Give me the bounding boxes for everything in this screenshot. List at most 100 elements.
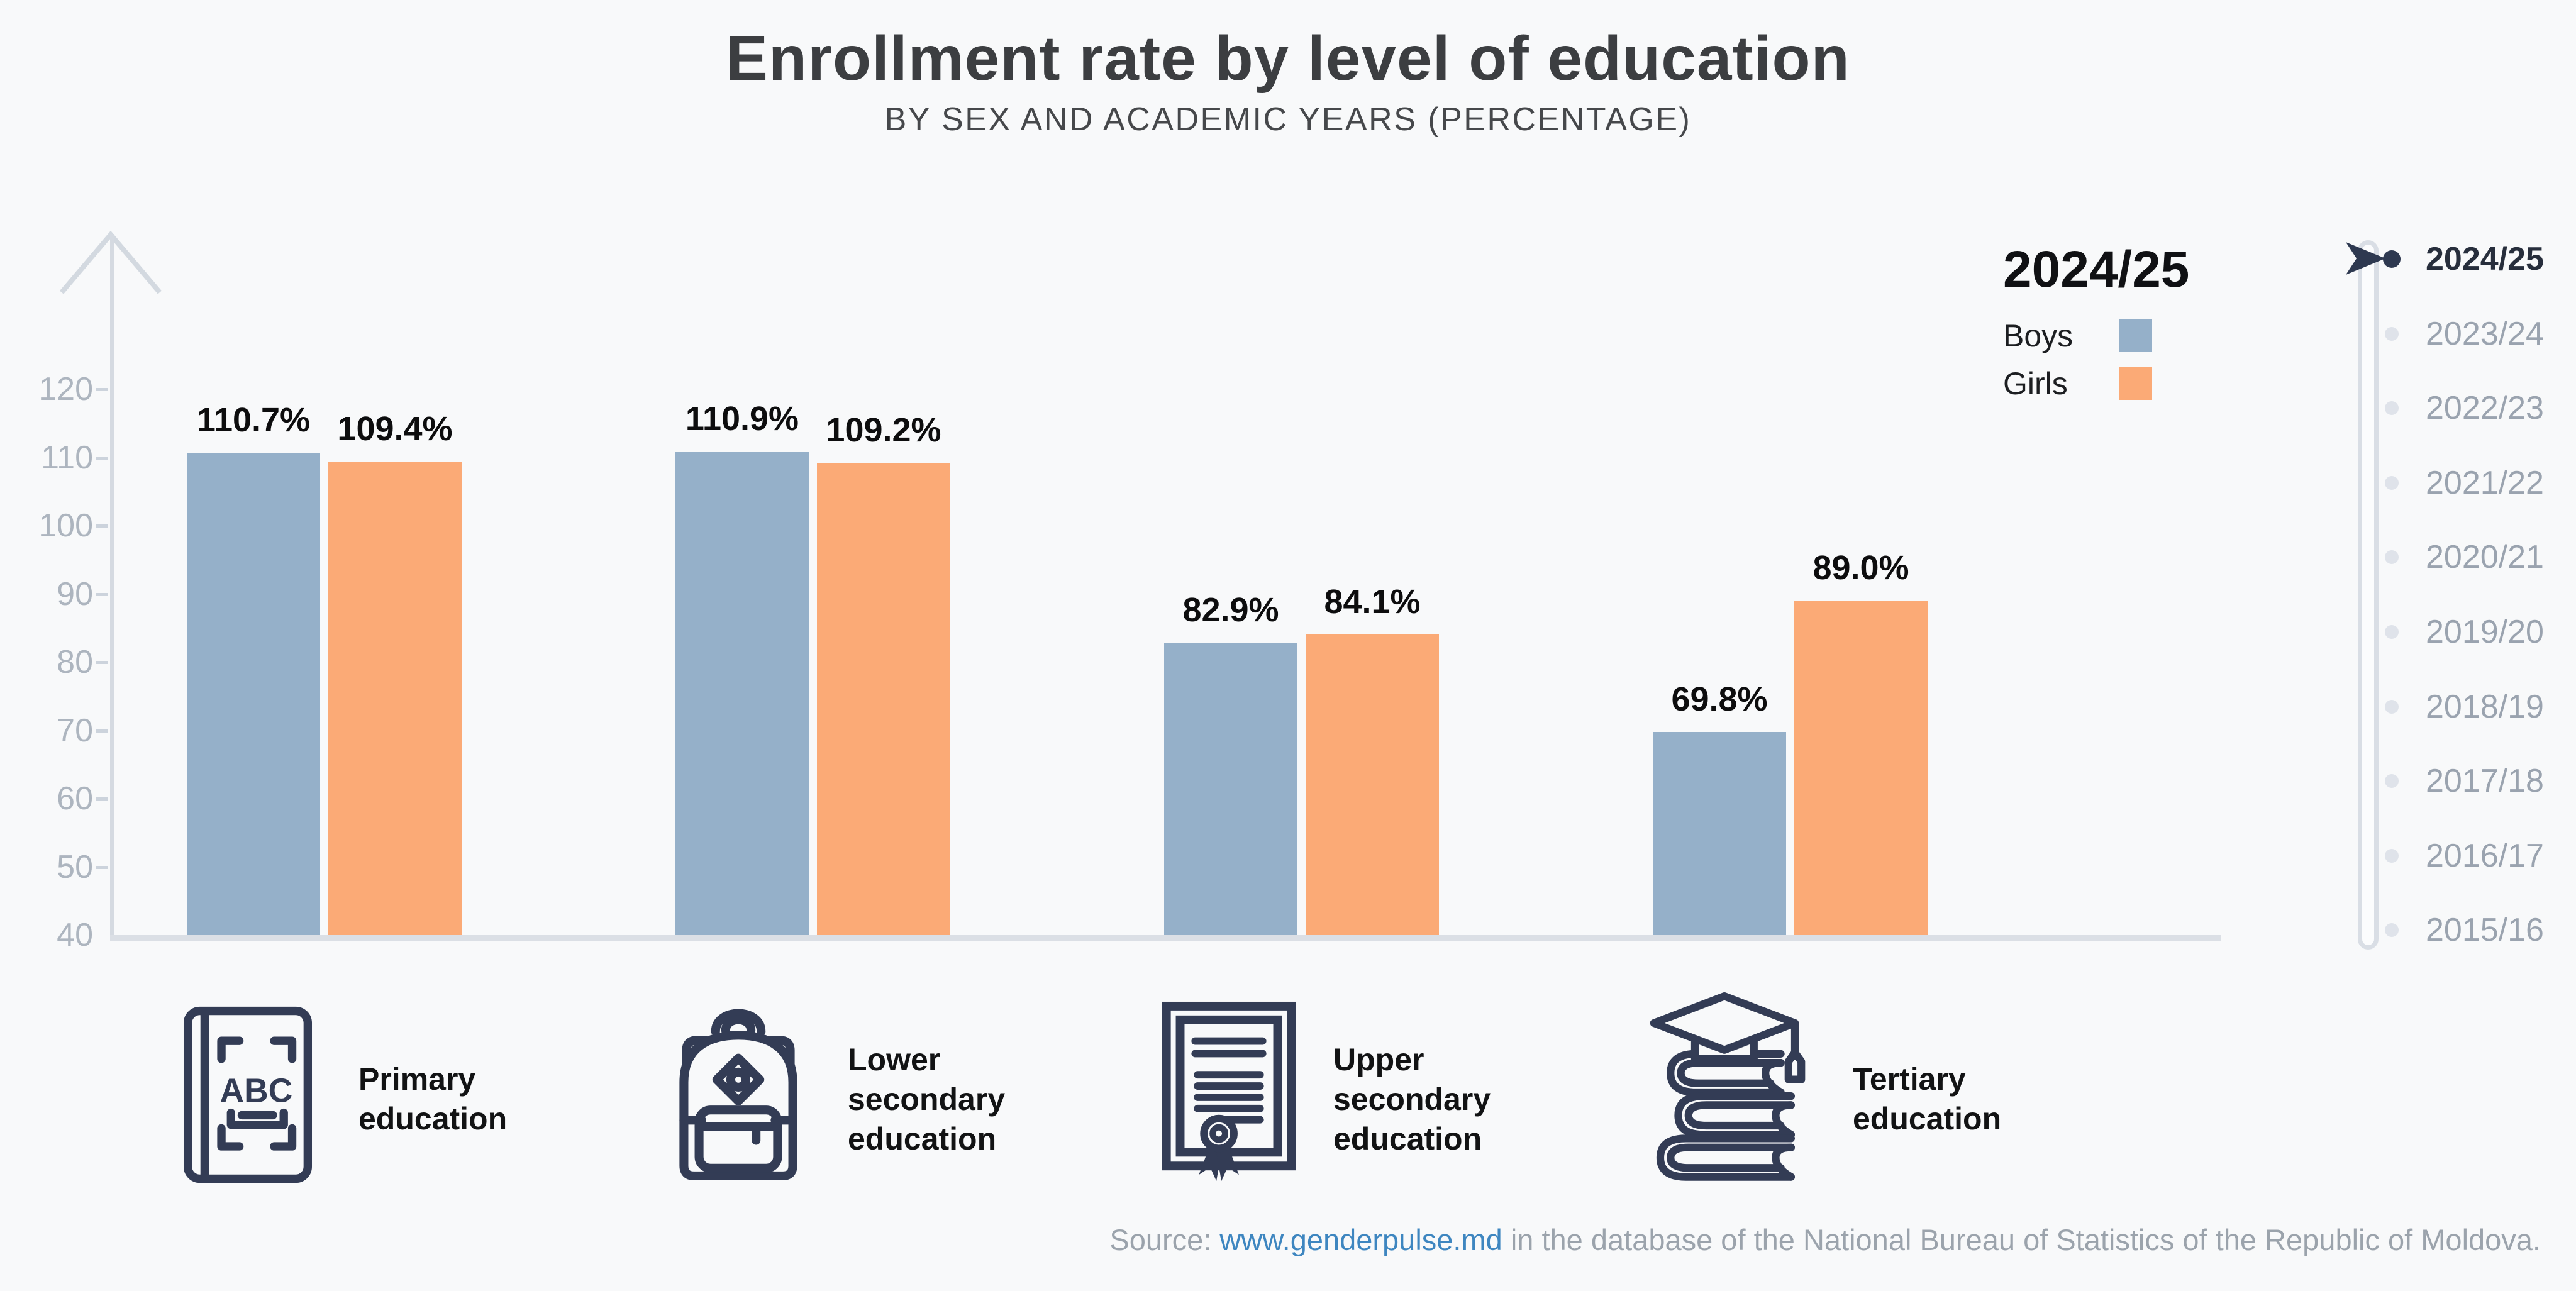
y-axis-tick-label: 80 xyxy=(57,644,93,680)
legend-swatch-boys xyxy=(2119,319,2152,352)
source-prefix: Source: xyxy=(1109,1223,1220,1256)
year-item-2015-16[interactable]: 2015/16 xyxy=(2358,895,2565,965)
y-axis-tick-label: 100 xyxy=(38,507,93,544)
year-label: 2021/22 xyxy=(2426,464,2544,501)
year-label: 2023/24 xyxy=(2426,315,2544,352)
legend-item-girls[interactable]: Girls xyxy=(2003,366,2267,401)
year-label: 2016/17 xyxy=(2426,837,2544,874)
value-label-boys-primary-education: 110.7% xyxy=(196,401,311,439)
y-axis-tick-mark xyxy=(96,524,108,528)
bar-girls-lower-secondary-education[interactable] xyxy=(817,463,950,935)
year-dot-wrap xyxy=(2358,625,2426,639)
y-axis-tick-label: 90 xyxy=(57,575,93,612)
year-item-2016-17[interactable]: 2016/17 xyxy=(2358,821,2565,890)
year-item-2017-18[interactable]: 2017/18 xyxy=(2358,746,2565,816)
bar-boys-lower-secondary-education[interactable] xyxy=(675,451,809,935)
legend-swatch-girls xyxy=(2119,367,2152,400)
diploma-icon xyxy=(1162,1001,1296,1182)
y-axis-tick-label: 70 xyxy=(57,712,93,749)
legend: 2024/25 Boys Girls xyxy=(2003,240,2267,414)
year-dot-wrap xyxy=(2358,475,2426,490)
source-suffix: in the database of the National Bureau o… xyxy=(1502,1223,2541,1256)
value-label-boys-tertiary-education: 69.8% xyxy=(1671,680,1768,718)
y-axis-tick-mark xyxy=(96,729,108,733)
value-label-girls-primary-education: 109.4% xyxy=(337,410,453,448)
bar-boys-primary-education[interactable] xyxy=(187,452,320,935)
year-dot-wrap xyxy=(2358,250,2426,268)
year-dot xyxy=(2385,699,2399,714)
y-axis-tick-mark xyxy=(96,456,108,460)
year-label: 2019/20 xyxy=(2426,614,2544,650)
year-dot xyxy=(2385,326,2399,341)
y-axis-tick-mark xyxy=(96,865,108,869)
book-abc-icon: ABC xyxy=(183,1006,313,1183)
source-line: Source: www.genderpulse.md in the databa… xyxy=(1109,1222,2541,1257)
year-dot xyxy=(2385,401,2399,416)
year-dot-wrap xyxy=(2358,550,2426,565)
legend-item-boys[interactable]: Boys xyxy=(2003,318,2267,353)
year-label: 2024/25 xyxy=(2426,241,2544,277)
year-item-2020-21[interactable]: 2020/21 xyxy=(2358,523,2565,592)
year-item-2023-24[interactable]: 2023/24 xyxy=(2358,299,2565,368)
legend-selected-year: 2024/25 xyxy=(2003,241,2190,298)
graduation-books-icon xyxy=(1650,992,1806,1181)
year-slider-cursor-icon[interactable] xyxy=(2344,241,2388,276)
year-dot-wrap xyxy=(2358,326,2426,341)
year-label: 2017/18 xyxy=(2426,763,2544,800)
bar-girls-upper-secondary-education[interactable] xyxy=(1306,634,1439,935)
value-label-boys-lower-secondary-education: 110.9% xyxy=(685,399,799,438)
y-axis-tick-label: 120 xyxy=(38,371,93,407)
source-link[interactable]: www.genderpulse.md xyxy=(1219,1223,1502,1256)
y-axis-tick-mark xyxy=(96,388,108,391)
year-item-2022-23[interactable]: 2022/23 xyxy=(2358,374,2565,443)
backpack-icon xyxy=(679,1009,797,1180)
year-dot xyxy=(2385,848,2399,863)
year-dot-wrap xyxy=(2358,848,2426,863)
year-item-2024-25[interactable]: 2024/25 xyxy=(2358,224,2565,294)
year-slider-track xyxy=(2358,240,2379,950)
category-label-tertiary-education: Tertiary education xyxy=(1853,1061,2002,1136)
year-label: 2022/23 xyxy=(2426,390,2544,427)
year-item-2019-20[interactable]: 2019/20 xyxy=(2358,597,2565,667)
year-dot xyxy=(2383,250,2401,268)
y-axis-tick-mark xyxy=(96,592,108,596)
year-label: 2020/21 xyxy=(2426,539,2544,576)
y-axis-line xyxy=(110,234,114,941)
y-axis-tick-label: 110 xyxy=(41,439,93,476)
year-label: 2018/19 xyxy=(2426,688,2544,725)
bar-boys-tertiary-education[interactable] xyxy=(1653,731,1786,935)
category-label-upper-secondary-education: Upper secondary education xyxy=(1333,1041,1491,1156)
legend-item-label: Boys xyxy=(2003,318,2074,353)
bar-boys-upper-secondary-education[interactable] xyxy=(1164,642,1297,935)
legend-item-label: Girls xyxy=(2003,366,2068,401)
y-axis-tick-label: 60 xyxy=(57,780,93,817)
page-title: Enrollment rate by level of education xyxy=(726,23,1850,94)
year-dot xyxy=(2385,625,2399,639)
x-axis-line xyxy=(110,935,2221,941)
year-dot xyxy=(2385,475,2399,490)
value-label-boys-upper-secondary-education: 82.9% xyxy=(1182,590,1279,629)
value-label-girls-lower-secondary-education: 109.2% xyxy=(826,411,941,450)
year-item-2021-22[interactable]: 2021/22 xyxy=(2358,448,2565,518)
y-axis-tick-label: 40 xyxy=(57,917,93,953)
year-item-2018-19[interactable]: 2018/19 xyxy=(2358,672,2565,741)
value-label-girls-tertiary-education: 89.0% xyxy=(1813,549,1909,587)
value-label-girls-upper-secondary-education: 84.1% xyxy=(1324,582,1421,621)
year-dot xyxy=(2385,550,2399,565)
category-label-primary-education: Primary education xyxy=(358,1061,508,1136)
y-axis-tick-mark xyxy=(96,661,108,664)
svg-text:ABC: ABC xyxy=(220,1072,293,1109)
year-label: 2015/16 xyxy=(2426,912,2544,949)
year-dot-wrap xyxy=(2358,699,2426,714)
bar-girls-tertiary-education[interactable] xyxy=(1794,601,1928,935)
year-dot xyxy=(2385,774,2399,789)
year-dot xyxy=(2385,923,2399,938)
y-axis-tick-mark xyxy=(96,797,108,801)
category-label-lower-secondary-education: Lower secondary education xyxy=(848,1041,1006,1156)
page-subtitle: BY SEX AND ACADEMIC YEARS (PERCENTAGE) xyxy=(884,101,1692,138)
bar-girls-primary-education[interactable] xyxy=(328,462,462,935)
year-dot-wrap xyxy=(2358,923,2426,938)
year-dot-wrap xyxy=(2358,401,2426,416)
year-dot-wrap xyxy=(2358,774,2426,789)
